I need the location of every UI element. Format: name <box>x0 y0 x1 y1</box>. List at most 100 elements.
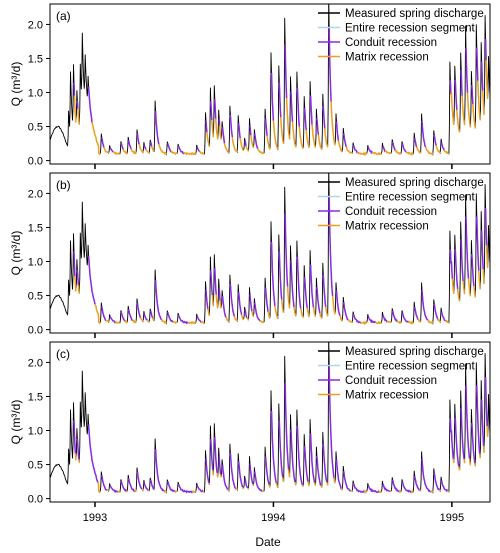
series-matrix-recession <box>482 445 485 454</box>
series-matrix-recession <box>275 482 279 488</box>
series-group <box>50 342 490 494</box>
series-conduit-recession <box>421 290 429 321</box>
series-conduit-recession <box>382 145 386 153</box>
series-matrix-recession <box>207 308 211 316</box>
series-conduit-recession <box>154 448 165 492</box>
series-conduit-recession <box>465 385 471 459</box>
series-conduit-recession <box>278 420 284 478</box>
legend-entry: Measured spring discharge <box>345 8 484 20</box>
series-matrix-recession <box>337 140 343 153</box>
series-conduit-recession <box>249 463 254 485</box>
series-conduit-recession <box>149 141 153 147</box>
series-conduit-recession <box>322 105 326 129</box>
series-matrix-recession <box>266 135 271 150</box>
series-matrix-recession <box>438 489 441 492</box>
y-axis-label: Q (m³/d) <box>9 400 23 445</box>
series-matrix-recession <box>174 490 178 494</box>
series-conduit-recession <box>413 137 418 148</box>
series-matrix-recession <box>324 128 329 148</box>
series-matrix-recession <box>427 319 434 324</box>
series-matrix-recession <box>374 320 383 325</box>
series-matrix-recession <box>214 118 219 140</box>
series-conduit-recession <box>109 485 119 493</box>
series-matrix-recession <box>291 121 297 148</box>
series-matrix-recession <box>281 476 285 482</box>
series-conduit-recession <box>73 420 77 454</box>
series-conduit-recession <box>177 145 185 155</box>
series-conduit-recession <box>244 140 247 147</box>
series-conduit-recession <box>316 287 321 314</box>
series-matrix-recession <box>398 490 402 493</box>
series-matrix-recession <box>410 489 414 494</box>
series-conduit-recession <box>264 456 270 485</box>
series-conduit-recession <box>167 143 172 153</box>
series-matrix-recession <box>474 462 477 467</box>
series-conduit-recession <box>391 479 400 493</box>
series-matrix-recession <box>218 125 222 140</box>
series-conduit-recession <box>367 485 380 494</box>
series-matrix-recession <box>223 143 230 154</box>
series-matrix-recession <box>240 314 245 321</box>
series-matrix-recession <box>268 484 271 488</box>
series-matrix-recession <box>211 295 215 307</box>
series-matrix-recession <box>117 490 121 493</box>
series-conduit-recession <box>421 459 431 493</box>
series-conduit-recession <box>480 399 485 447</box>
series-conduit-recession <box>401 481 412 494</box>
series-matrix-recession <box>363 490 368 494</box>
series-matrix-recession <box>384 150 392 155</box>
series-conduit-recession <box>229 284 236 317</box>
series-matrix-recession <box>77 284 81 294</box>
y-tick-label: 1.5 <box>28 53 43 65</box>
series-matrix-recession <box>112 151 121 155</box>
series-conduit-recession <box>249 125 252 136</box>
series-matrix-recession <box>170 150 178 156</box>
panel-label: (c) <box>56 347 70 361</box>
series-matrix-recession <box>467 278 472 297</box>
series-matrix-recession <box>225 316 230 323</box>
series-conduit-recession <box>264 287 269 312</box>
series-matrix-recession <box>114 321 121 324</box>
legend-entry: Matrix recession <box>345 221 429 233</box>
series-conduit-recession <box>322 443 328 483</box>
series-measured-discharge <box>50 173 490 325</box>
series-conduit-recession <box>218 287 221 301</box>
series-matrix-recession <box>477 80 481 121</box>
legend: Measured spring discharge Entire recessio… <box>318 177 484 233</box>
series-conduit-recession <box>316 456 322 486</box>
series-matrix-recession <box>219 474 222 478</box>
series-matrix-recession <box>301 484 304 487</box>
series-matrix-recession <box>97 482 102 494</box>
series-conduit-recession <box>254 471 263 492</box>
series-matrix-recession <box>324 306 329 317</box>
series-group <box>50 4 490 157</box>
series-conduit-recession <box>476 385 481 454</box>
series-matrix-recession <box>241 486 245 490</box>
series-matrix-recession <box>161 318 168 325</box>
series-matrix-recession <box>405 151 414 156</box>
series-matrix-recession <box>317 134 323 150</box>
plot-frame <box>49 172 491 334</box>
series-conduit-recession <box>290 260 295 308</box>
series-matrix-recession <box>386 320 392 324</box>
series-matrix-recession <box>219 300 222 309</box>
series-conduit-recession <box>335 290 341 316</box>
series-conduit-recession <box>303 277 308 309</box>
series-conduit-recession <box>303 446 309 482</box>
series-matrix-recession <box>357 151 368 157</box>
series-group <box>50 173 490 326</box>
series-matrix-recession <box>350 489 353 492</box>
series-matrix-recession <box>285 97 291 140</box>
series-conduit-recession <box>205 289 209 309</box>
series-conduit-recession <box>120 481 127 493</box>
legend: Measured spring discharge Entire recessio… <box>318 8 484 64</box>
series-conduit-recession <box>284 213 289 287</box>
series-matrix-recession <box>231 137 238 153</box>
series-matrix-recession <box>233 316 238 322</box>
series-matrix-recession <box>78 459 81 463</box>
series-matrix-recession <box>105 319 110 323</box>
series-conduit-recession <box>309 433 316 483</box>
series-conduit-recession <box>352 314 362 324</box>
series-conduit-recession <box>480 61 484 91</box>
series-conduit-recession <box>309 264 315 308</box>
